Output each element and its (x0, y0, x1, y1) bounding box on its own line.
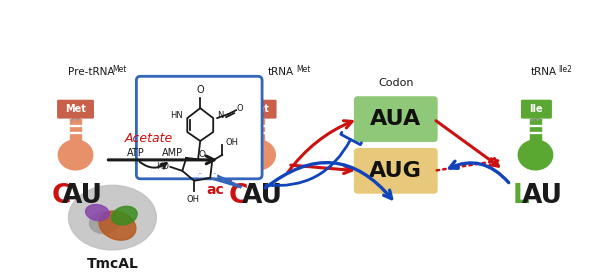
Text: Met: Met (296, 65, 311, 74)
Ellipse shape (90, 211, 119, 234)
Text: Ile2: Ile2 (559, 65, 573, 74)
Ellipse shape (111, 206, 137, 225)
Text: OH: OH (187, 195, 200, 204)
Text: Codon: Codon (378, 78, 414, 88)
Text: 4: 4 (226, 177, 233, 187)
Text: AMP: AMP (162, 148, 183, 158)
Bar (70, 119, 81, 140)
Text: tRNA: tRNA (530, 67, 557, 77)
FancyBboxPatch shape (354, 96, 438, 142)
Text: AUG: AUG (370, 161, 422, 181)
Ellipse shape (99, 211, 136, 240)
Text: C: C (52, 183, 71, 209)
Text: ATP: ATP (126, 148, 144, 158)
Text: C: C (228, 183, 248, 209)
Text: tRNA: tRNA (268, 67, 294, 77)
Text: OH: OH (225, 138, 238, 148)
FancyBboxPatch shape (137, 76, 262, 179)
Text: Pre-tRNA: Pre-tRNA (67, 67, 114, 77)
Text: AUA: AUA (370, 109, 421, 129)
Text: HN: HN (170, 110, 183, 120)
Ellipse shape (69, 185, 157, 250)
Text: Met: Met (113, 65, 127, 74)
Text: AU: AU (522, 183, 563, 209)
FancyBboxPatch shape (354, 148, 438, 194)
Text: O: O (199, 150, 206, 159)
FancyBboxPatch shape (57, 100, 94, 119)
Text: Acetate: Acetate (124, 131, 173, 145)
Text: Met: Met (247, 104, 268, 114)
Bar (530, 119, 541, 140)
Text: AU: AU (241, 183, 282, 209)
Text: Ile: Ile (529, 104, 542, 114)
Text: O: O (196, 85, 204, 95)
Ellipse shape (85, 205, 110, 221)
Bar (252, 119, 264, 140)
Ellipse shape (58, 140, 93, 170)
Text: AU: AU (62, 183, 103, 209)
Text: TmcAL: TmcAL (87, 258, 138, 271)
Text: N: N (217, 110, 223, 120)
Text: ac: ac (206, 183, 224, 197)
Text: Met: Met (65, 104, 86, 114)
FancyBboxPatch shape (240, 100, 276, 119)
Text: L: L (513, 183, 530, 209)
FancyBboxPatch shape (521, 100, 552, 119)
Text: HO: HO (157, 162, 169, 171)
Text: O: O (236, 104, 243, 113)
Ellipse shape (241, 140, 275, 170)
Polygon shape (200, 175, 240, 187)
Ellipse shape (518, 140, 553, 170)
